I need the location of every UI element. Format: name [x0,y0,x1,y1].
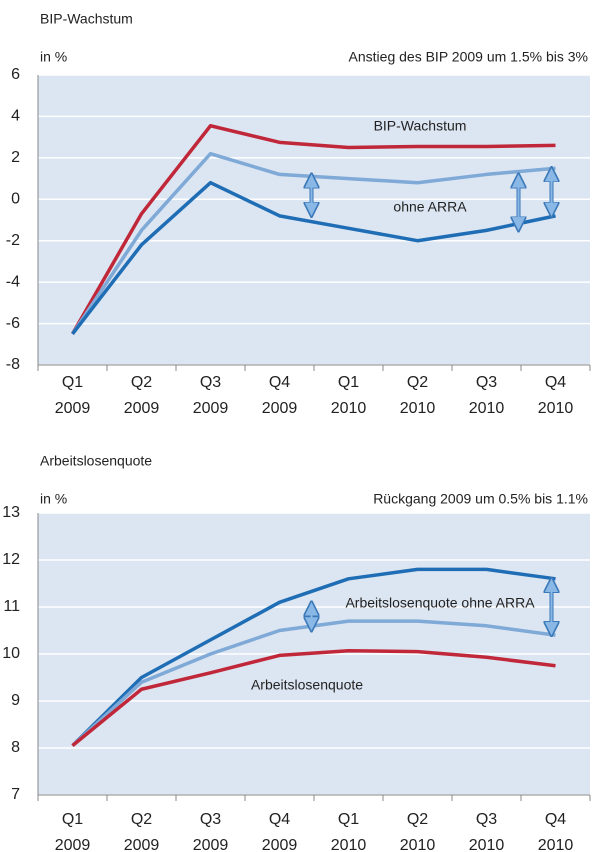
line [71,180,556,336]
x-tick-label: Q3 2009 [192,374,229,417]
x-tick-label: Q4 2009 [261,811,298,852]
annotation: Rückgang 2009 um 0.5% bis 1.1% [373,491,588,507]
y-tick-label: 0 [11,191,20,208]
x-tick-label: Q4 2009 [261,374,298,417]
y-tick-label: 13 [2,504,20,521]
y-tick-label: 11 [3,598,20,615]
chart-title: Arbeitslosenquote [40,453,152,469]
line [71,567,556,747]
line [70,124,556,335]
series-label: BIP-Wachstum [374,118,467,134]
y-axis-label: in % [40,49,67,65]
y-axis-label: in % [40,491,67,507]
x-tick-label: Q1 2010 [330,811,367,852]
line [71,648,556,748]
x-tick-label: Q1 2010 [330,374,367,417]
y-tick-label: 4 [11,108,20,125]
y-tick-label: 12 [2,551,20,568]
y-tick-label: -6 [6,315,20,332]
y-tick-label: 9 [11,692,20,709]
x-tick-label: Q3 2010 [468,811,505,852]
y-tick-label: 6 [11,66,20,83]
y-tick-label: 2 [11,149,20,166]
x-tick-label: Q4 2010 [537,811,574,852]
series-label: Arbeitslosenquote [251,677,363,693]
x-tick-label: Q3 2010 [468,374,505,417]
series-label: ohne ARRA [393,199,467,215]
annotation: Anstieg des BIP 2009 um 1.5% bis 3% [349,49,588,65]
x-tick-label: Q3 2009 [192,811,229,852]
x-tick-label: Q2 2009 [123,374,160,417]
y-tick-label: 10 [2,645,20,662]
chart-title: BIP-Wachstum [40,11,133,27]
x-tick-label: Q2 2009 [123,811,160,852]
plot-area [38,75,590,365]
x-tick-label: Q2 2010 [399,811,436,852]
y-tick-label: -8 [6,356,20,373]
y-tick-label: 8 [11,739,20,756]
x-tick-label: Q2 2010 [399,374,436,417]
y-tick-label: 7 [11,786,20,803]
x-tick-label: Q4 2010 [537,374,574,417]
series-label: Arbeitslosenquote ohne ARRA [345,595,535,611]
x-tick-label: Q1 2009 [54,811,91,852]
y-tick-label: -4 [6,273,20,290]
y-tick-label: -2 [6,232,20,249]
x-tick-label: Q1 2009 [54,374,91,417]
